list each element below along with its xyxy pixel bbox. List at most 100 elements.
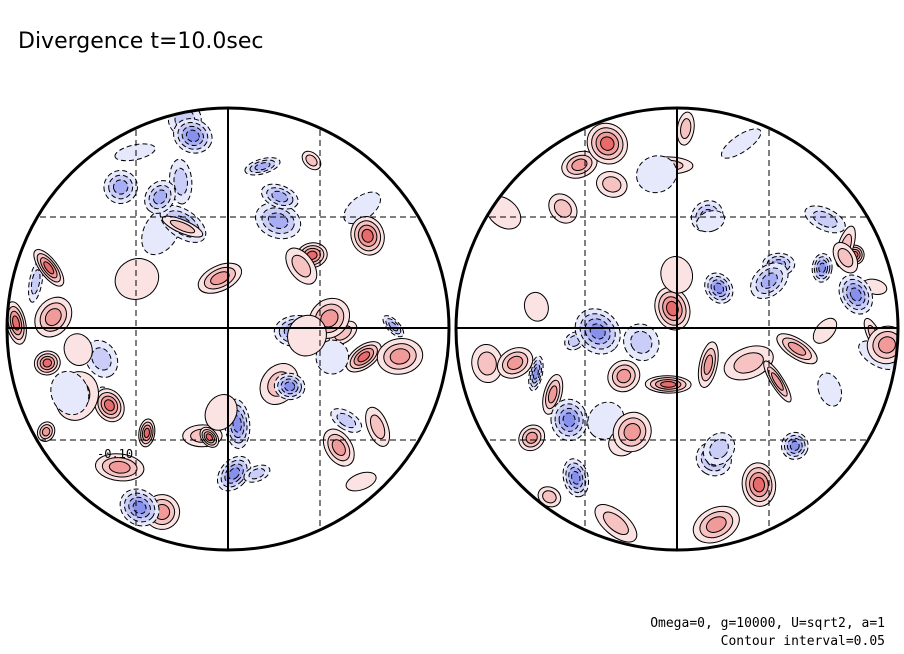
positive-cell: [763, 360, 792, 403]
positive-cell: [812, 317, 838, 344]
negative-cell: [243, 464, 271, 483]
contour: [789, 440, 800, 451]
negative-cell: [623, 323, 660, 362]
negative-cell: [550, 398, 588, 442]
contour: [630, 330, 653, 354]
contour: [525, 431, 538, 444]
contour: [849, 287, 862, 302]
contour: [114, 258, 160, 300]
contour: [361, 228, 374, 243]
negative-cell: [330, 408, 363, 433]
latitude-lines: [456, 108, 898, 550]
negative-cell: [528, 355, 544, 392]
contour: [733, 352, 764, 374]
positive-cell: [596, 171, 628, 198]
negative-cell: [636, 155, 678, 194]
positive-cell: [7, 301, 27, 345]
contour: [818, 262, 826, 274]
contour: [542, 490, 557, 504]
contour: [878, 336, 896, 354]
contour: [771, 372, 784, 391]
contour: [228, 467, 241, 480]
negative-cell: [720, 128, 762, 159]
contour: [42, 358, 53, 368]
contour: [173, 167, 188, 196]
contour: [43, 261, 55, 275]
contour: [616, 368, 632, 384]
contour: [817, 372, 843, 407]
positive-cell: [287, 314, 327, 357]
contour: [287, 314, 327, 357]
contour: [204, 394, 238, 431]
positive-cell: [33, 350, 61, 376]
negative-cell: [704, 272, 734, 304]
positive-cell: [33, 249, 65, 287]
contour: [812, 317, 838, 344]
positive-cell: [94, 388, 125, 423]
positive-cell: [345, 341, 382, 373]
negative-cell: [50, 370, 90, 416]
negative-cell: [780, 431, 809, 460]
negative-cell: [119, 488, 160, 527]
negative-cell: [144, 180, 176, 214]
contour: [571, 470, 581, 485]
contour: [812, 210, 838, 228]
contour: [44, 308, 62, 327]
left-hemisphere-field: [7, 108, 424, 530]
contour: [108, 460, 131, 474]
contour-interval-note: Contour interval=0.05: [721, 634, 885, 649]
contour: [837, 247, 854, 268]
contour: [660, 380, 677, 388]
negative-cell: [804, 205, 846, 234]
contour: [709, 438, 729, 460]
contour: [291, 254, 312, 278]
positive-cell: [612, 411, 652, 453]
hemisphere-outline: [454, 106, 900, 552]
contour: [336, 412, 357, 429]
contour-label: -0.10: [97, 447, 133, 461]
positive-cell: [644, 375, 692, 394]
positive-cell: [523, 291, 549, 322]
negative-cell: [103, 169, 138, 205]
contour: [30, 269, 41, 295]
positive-cell: [692, 505, 740, 544]
contour: [389, 348, 411, 365]
contour: [696, 210, 726, 233]
negative-cell: [273, 372, 306, 401]
positive-cell: [697, 341, 719, 388]
contour: [547, 385, 558, 404]
contour: [636, 155, 678, 194]
contour: [143, 427, 150, 439]
contour: [680, 118, 692, 140]
contour: [91, 347, 112, 371]
right-hemisphere-field: [471, 111, 898, 544]
contour: [271, 190, 289, 203]
contour: [713, 282, 724, 294]
contour: [152, 189, 168, 205]
positive-cell: [496, 347, 534, 379]
contour: [113, 179, 129, 195]
negative-cell: [84, 339, 119, 378]
positive-cell: [741, 462, 777, 507]
contour: [477, 351, 497, 376]
contour: [169, 219, 196, 234]
negative-cell: [574, 308, 621, 355]
positive-cell: [723, 345, 774, 381]
contour: [705, 516, 727, 533]
contour: [248, 468, 266, 480]
positive-cell: [518, 424, 546, 452]
negative-cell: [114, 143, 156, 162]
contour: [114, 143, 156, 162]
contour: [553, 199, 572, 218]
positive-cell: [586, 122, 628, 165]
positive-cell: [36, 421, 56, 442]
negative-cell: [343, 191, 382, 225]
negative-cell: [255, 202, 302, 240]
contour: [305, 154, 318, 167]
positive-cell: [301, 150, 322, 171]
negative-cell: [702, 432, 736, 466]
contour: [787, 341, 807, 356]
contour: [523, 291, 549, 322]
hemisphere-outline: [5, 106, 451, 552]
